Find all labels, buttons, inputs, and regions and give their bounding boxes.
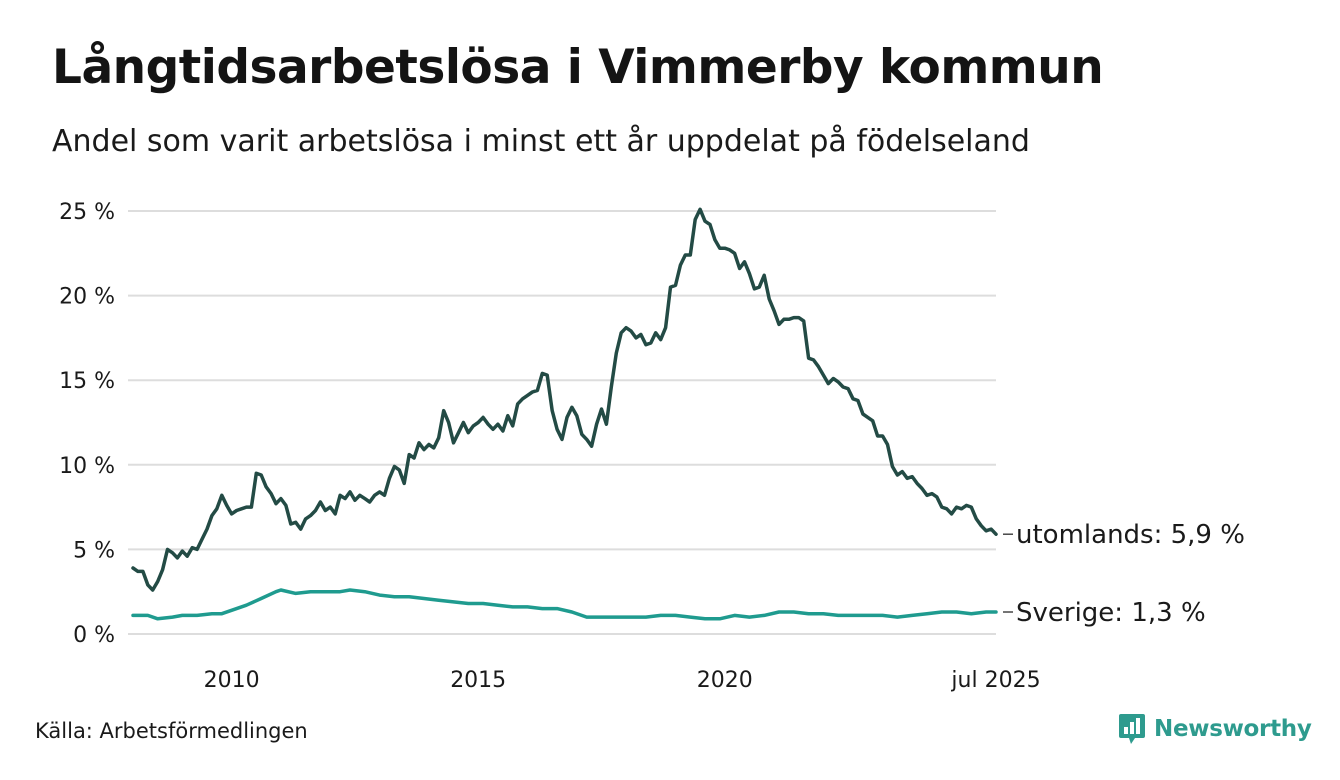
end-label-utomlands: utomlands: 5,9 %: [1016, 520, 1245, 550]
series-lines: [131, 207, 998, 621]
newsworthy-logo-icon: [1119, 714, 1145, 744]
grid-lines: [128, 210, 996, 635]
x-tick-label: jul 2025: [950, 668, 1040, 693]
newsworthy-logo: Newsworthy: [1118, 713, 1312, 745]
y-tick-label: 25 %: [59, 200, 115, 225]
end-label-sverige: Sverige: 1,3 %: [1016, 598, 1206, 628]
y-tick-label: 10 %: [59, 454, 115, 479]
chart-title: Långtidsarbetslösa i Vimmerby kommun: [52, 40, 1104, 95]
y-axis-ticks: 0 % 5 % 10 % 15 % 20 % 25 %: [59, 200, 115, 648]
x-tick-label: 2010: [204, 668, 260, 693]
line-chart: 0 % 5 % 10 % 15 % 20 % 25 % 2010 2015 2020 jul 2…: [59, 200, 1245, 693]
series-line-sverige: [131, 588, 998, 621]
y-tick-label: 15 %: [59, 369, 115, 394]
y-tick-label: 0 %: [73, 623, 115, 648]
series-line-utomlands: [131, 207, 998, 592]
end-labels: utomlands: 5,9 % Sverige: 1,3 %: [1003, 520, 1245, 628]
x-axis-ticks: 2010 2015 2020 jul 2025: [204, 668, 1041, 693]
brand-name: Newsworthy: [1154, 716, 1312, 742]
source-note: Källa: Arbetsförmedlingen: [35, 719, 308, 743]
y-tick-label: 5 %: [73, 538, 115, 563]
x-tick-label: 2020: [697, 668, 753, 693]
chart-subtitle: Andel som varit arbetslösa i minst ett å…: [52, 124, 1030, 159]
y-tick-label: 20 %: [59, 285, 115, 310]
x-tick-label: 2015: [450, 668, 506, 693]
